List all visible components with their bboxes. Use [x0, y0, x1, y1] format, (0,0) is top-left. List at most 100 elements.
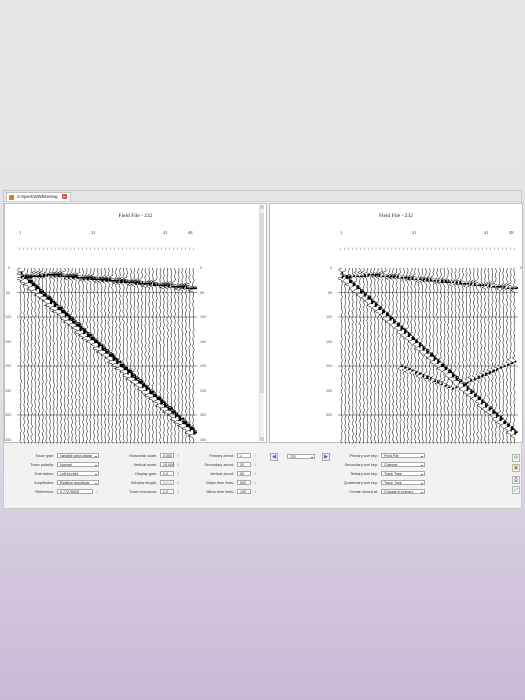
trace-fill	[101, 346, 104, 348]
trace-fill	[363, 292, 365, 294]
seismic-trace	[43, 268, 56, 444]
trace-fill	[83, 278, 85, 281]
trace-fill	[152, 394, 157, 396]
seismic-trace	[62, 268, 75, 444]
trace-fill	[393, 322, 396, 324]
seismic-trace	[447, 268, 456, 444]
display-gain-spinner[interactable]: 0.0	[160, 471, 179, 476]
trace-fill	[141, 283, 147, 285]
trace-fill	[94, 340, 98, 342]
refresh-icon[interactable]: ⟳	[512, 454, 520, 462]
save-icon[interactable]: ▣	[512, 464, 520, 472]
quaternary-sort-key-select[interactable]: Trace Type	[381, 480, 425, 485]
close-icon[interactable]: ✕	[61, 194, 67, 199]
trace-fill	[185, 287, 190, 290]
trace-fill	[415, 371, 418, 374]
trace-label: 1	[340, 230, 343, 235]
trace-fill	[145, 283, 150, 285]
seismic-trace	[142, 268, 155, 444]
trace-fill	[352, 283, 356, 285]
trace-fill	[97, 343, 101, 345]
seismic-trace	[396, 268, 405, 444]
trace-fill	[141, 383, 146, 386]
trace-fill	[389, 316, 391, 318]
print-icon[interactable]: ⎙	[512, 476, 520, 484]
y-label: 350	[5, 438, 12, 442]
record-select[interactable]: 232	[287, 454, 315, 459]
trace-fill	[418, 278, 422, 281]
next-record-button[interactable]: ▶	[322, 453, 330, 461]
y-label: 0	[330, 266, 333, 270]
trace-excursion-spinner[interactable]: 2.0	[160, 489, 179, 494]
trace-fill	[182, 287, 184, 290]
trace-fill	[178, 286, 183, 288]
trace-fill	[396, 323, 401, 326]
previous-record-button[interactable]: ◀	[270, 453, 278, 461]
trace-fill	[429, 377, 432, 380]
create-record-at-select[interactable]: Change in primary	[381, 489, 425, 494]
amplitudes-select[interactable]: Relative amplitude	[57, 480, 99, 485]
y-label: 100	[326, 315, 333, 319]
trace-fill	[374, 274, 379, 276]
control-horizontal-scale: Horizontal scale: 0.000	[114, 453, 194, 459]
trace-fill	[156, 283, 159, 285]
trace-fill	[182, 421, 188, 423]
seismic-trace	[392, 268, 401, 444]
vertical-annot-spinner[interactable]: 50	[237, 471, 256, 476]
vertical-scale-spinner[interactable]: 15.000	[160, 462, 179, 467]
trace-fill	[382, 311, 385, 314]
scroll-up-arrow[interactable]	[260, 205, 264, 209]
trace-fill	[499, 419, 502, 422]
scroll-thumb[interactable]	[260, 213, 264, 393]
trace-fill	[61, 274, 63, 276]
tab-spectral-whitening[interactable]: 2-SpectralWhitening ✕	[6, 192, 71, 201]
trace-fill	[488, 286, 491, 288]
secondary-sort-key-select[interactable]: Channel	[381, 462, 425, 467]
horizontal-scale-spinner[interactable]: 0.000	[160, 453, 179, 458]
scroll-down-arrow[interactable]	[260, 437, 264, 441]
primary-annot-spinner[interactable]: 1	[237, 453, 256, 458]
seismic-trace	[403, 268, 412, 444]
trace-fill	[407, 334, 412, 336]
panel-title: Field File - 232	[118, 213, 153, 219]
minor-time-lines-spinner[interactable]: 100	[237, 489, 256, 494]
trace-fill	[163, 404, 169, 407]
trace-fill	[352, 275, 356, 278]
seismic-trace	[154, 268, 167, 444]
trace-fill	[138, 283, 142, 285]
seismic-trace	[124, 268, 137, 444]
seismic-trace	[454, 268, 464, 444]
window-length-spinner[interactable]: 500.0	[160, 480, 179, 485]
seismic-trace	[165, 268, 177, 444]
trace-fill	[163, 284, 168, 287]
seismic-trace	[110, 268, 123, 444]
trace-fill	[466, 386, 469, 389]
fit-view-icon[interactable]: ⤢	[512, 486, 520, 494]
trace-type-select[interactable]: Variable area wiggle	[57, 453, 99, 458]
trace-fill	[444, 280, 447, 282]
seismic-trace	[100, 268, 110, 444]
trace-fill	[481, 403, 483, 405]
secondary-annot-spinner[interactable]: 20	[237, 462, 256, 467]
seismic-trace	[433, 268, 441, 444]
trace-fill	[28, 281, 33, 284]
control-primary-sort-key: Primary sort key: Field File	[334, 453, 434, 459]
trace-fill	[174, 416, 177, 419]
major-time-lines-spinner[interactable]: 500	[237, 480, 256, 485]
seismic-wiggle-plot[interactable]	[17, 268, 197, 444]
primary-sort-key-select[interactable]: Field File	[381, 453, 425, 458]
trace-fill	[444, 367, 448, 369]
trace-fill	[171, 410, 176, 413]
seismic-wiggle-plot[interactable]	[338, 268, 518, 444]
trace-fill	[94, 341, 99, 344]
trace-fill	[510, 362, 514, 365]
vertical-scrollbar[interactable]	[259, 205, 264, 441]
reference-spinner[interactable]: 0.77276928	[57, 489, 98, 494]
trace-fill	[83, 277, 88, 279]
trace-fill	[506, 287, 510, 290]
orientation-select[interactable]: Left-to-right	[57, 471, 99, 476]
trace-label: 21	[412, 230, 417, 235]
tertiary-sort-key-select[interactable]: Trace Type	[381, 471, 425, 476]
trace-fill	[79, 328, 85, 330]
trace-polarity-select[interactable]: Normal	[57, 462, 99, 467]
